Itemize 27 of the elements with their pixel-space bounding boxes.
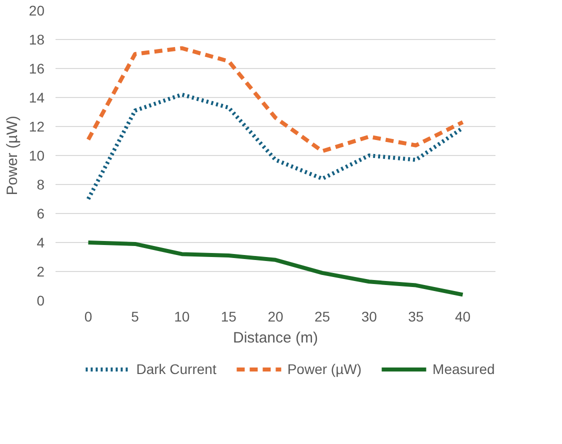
x-axis-title: Distance (m) xyxy=(232,330,318,346)
legend-label: Power (µW) xyxy=(287,361,362,377)
x-tick-label: 10 xyxy=(174,308,190,324)
x-tick-label: 25 xyxy=(314,308,330,324)
x-tick-label: 40 xyxy=(454,308,471,324)
x-tick-label: 15 xyxy=(220,308,237,324)
x-tick-label: 0 xyxy=(84,308,92,324)
y-tick-label: 2 xyxy=(36,264,45,280)
y-tick-label: 20 xyxy=(28,2,45,18)
legend-label: Dark Current xyxy=(136,361,216,377)
y-tick-label: 8 xyxy=(36,176,45,192)
legend-label: Measured xyxy=(432,361,495,377)
line-series xyxy=(86,240,465,297)
y-tick-label: 4 xyxy=(36,234,45,250)
x-tick-label: 35 xyxy=(408,308,424,324)
y-tick-label: 18 xyxy=(28,32,45,48)
x-tick-label: 20 xyxy=(268,308,284,324)
y-tick-label: 6 xyxy=(36,206,45,222)
x-tick-label: 30 xyxy=(361,308,378,324)
y-axis-title: Power (µW) xyxy=(4,116,21,196)
y-tick-label: 16 xyxy=(28,60,45,76)
x-tick-label: 5 xyxy=(131,308,140,324)
line-series xyxy=(86,46,465,154)
y-tick-label: 0 xyxy=(36,292,45,308)
y-tick-label: 10 xyxy=(28,148,45,164)
y-tick-label: 12 xyxy=(28,118,45,134)
y-tick-label: 14 xyxy=(28,90,45,106)
